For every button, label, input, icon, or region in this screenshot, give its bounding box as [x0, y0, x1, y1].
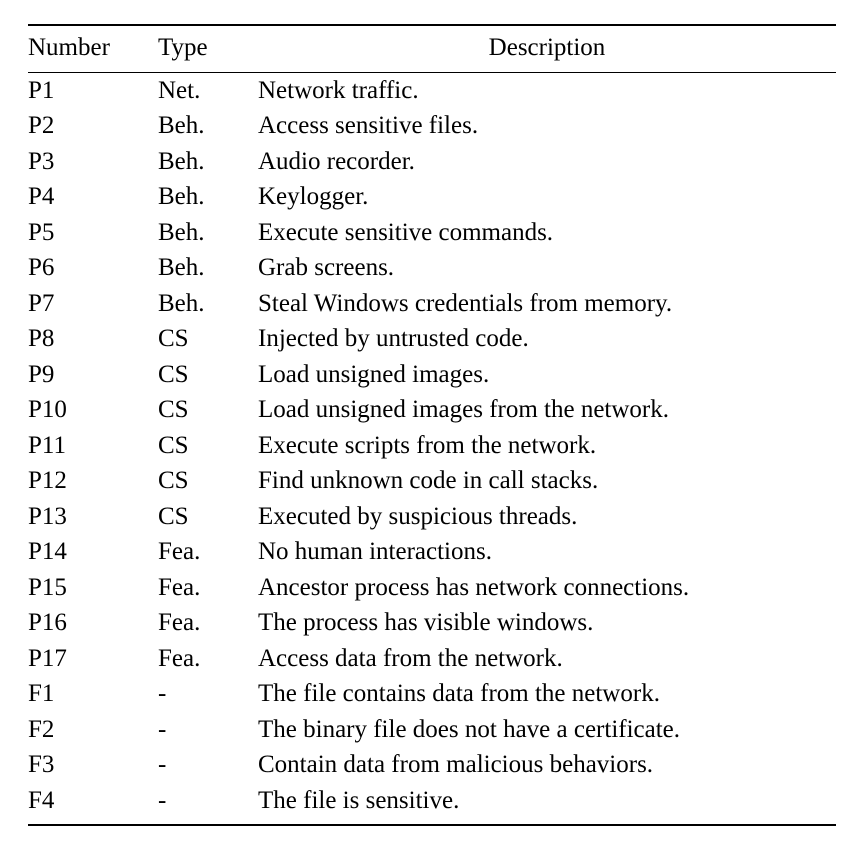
- table-row: F4-The file is sensitive.: [28, 783, 836, 826]
- cell-number: P5: [28, 215, 158, 251]
- cell-desc: Access data from the network.: [258, 641, 836, 677]
- table-row: P1Net.Network traffic.: [28, 72, 836, 108]
- cell-number: P13: [28, 499, 158, 535]
- cell-number: P6: [28, 250, 158, 286]
- col-header-number: Number: [28, 25, 158, 72]
- table-row: F1-The file contains data from the netwo…: [28, 676, 836, 712]
- cell-desc: Access sensitive files.: [258, 108, 836, 144]
- cell-number: P14: [28, 534, 158, 570]
- cell-desc: Load unsigned images.: [258, 357, 836, 393]
- cell-number: P7: [28, 286, 158, 322]
- table-row: P10CSLoad unsigned images from the netwo…: [28, 392, 836, 428]
- definitions-table: Number Type Description P1Net.Network tr…: [28, 24, 836, 826]
- cell-number: F3: [28, 747, 158, 783]
- cell-type: CS: [158, 357, 258, 393]
- cell-type: Beh.: [158, 179, 258, 215]
- table-row: P17Fea.Access data from the network.: [28, 641, 836, 677]
- cell-desc: Executed by suspicious threads.: [258, 499, 836, 535]
- table-row: P4Beh.Keylogger.: [28, 179, 836, 215]
- cell-number: P2: [28, 108, 158, 144]
- cell-desc: Contain data from malicious behaviors.: [258, 747, 836, 783]
- cell-number: F2: [28, 712, 158, 748]
- table-row: P11CSExecute scripts from the network.: [28, 428, 836, 464]
- table-row: P7Beh.Steal Windows credentials from mem…: [28, 286, 836, 322]
- table-row: P14Fea.No human interactions.: [28, 534, 836, 570]
- cell-number: P16: [28, 605, 158, 641]
- cell-type: CS: [158, 499, 258, 535]
- cell-desc: Keylogger.: [258, 179, 836, 215]
- cell-type: Beh.: [158, 286, 258, 322]
- cell-type: CS: [158, 392, 258, 428]
- cell-number: P8: [28, 321, 158, 357]
- cell-number: P4: [28, 179, 158, 215]
- col-header-description: Description: [258, 25, 836, 72]
- cell-type: Beh.: [158, 215, 258, 251]
- cell-type: Beh.: [158, 144, 258, 180]
- table-row: P16Fea.The process has visible windows.: [28, 605, 836, 641]
- cell-number: P12: [28, 463, 158, 499]
- cell-type: -: [158, 712, 258, 748]
- cell-desc: The file contains data from the network.: [258, 676, 836, 712]
- cell-number: P15: [28, 570, 158, 606]
- cell-number: F4: [28, 783, 158, 826]
- cell-desc: Injected by untrusted code.: [258, 321, 836, 357]
- cell-type: -: [158, 747, 258, 783]
- cell-type: CS: [158, 428, 258, 464]
- cell-type: Fea.: [158, 605, 258, 641]
- table-row: P6Beh.Grab screens.: [28, 250, 836, 286]
- cell-desc: Grab screens.: [258, 250, 836, 286]
- cell-desc: Find unknown code in call stacks.: [258, 463, 836, 499]
- table-row: F2-The binary file does not have a certi…: [28, 712, 836, 748]
- table-row: P2Beh.Access sensitive files.: [28, 108, 836, 144]
- table-body: P1Net.Network traffic. P2Beh.Access sens…: [28, 72, 836, 825]
- cell-type: -: [158, 783, 258, 826]
- table-header-row: Number Type Description: [28, 25, 836, 72]
- cell-desc: No human interactions.: [258, 534, 836, 570]
- cell-type: Net.: [158, 72, 258, 108]
- cell-number: P17: [28, 641, 158, 677]
- cell-type: CS: [158, 463, 258, 499]
- cell-number: P1: [28, 72, 158, 108]
- table-row: P12CSFind unknown code in call stacks.: [28, 463, 836, 499]
- cell-desc: Network traffic.: [258, 72, 836, 108]
- cell-desc: The binary file does not have a certific…: [258, 712, 836, 748]
- cell-desc: The process has visible windows.: [258, 605, 836, 641]
- cell-type: Fea.: [158, 641, 258, 677]
- cell-desc: Execute scripts from the network.: [258, 428, 836, 464]
- cell-desc: Steal Windows credentials from memory.: [258, 286, 836, 322]
- col-header-type: Type: [158, 25, 258, 72]
- cell-desc: The file is sensitive.: [258, 783, 836, 826]
- table-row: P8CSInjected by untrusted code.: [28, 321, 836, 357]
- cell-type: -: [158, 676, 258, 712]
- cell-type: Fea.: [158, 570, 258, 606]
- cell-number: P10: [28, 392, 158, 428]
- cell-number: P9: [28, 357, 158, 393]
- table-row: P5Beh.Execute sensitive commands.: [28, 215, 836, 251]
- cell-type: CS: [158, 321, 258, 357]
- table-row: P9CSLoad unsigned images.: [28, 357, 836, 393]
- cell-desc: Audio recorder.: [258, 144, 836, 180]
- table-row: F3-Contain data from malicious behaviors…: [28, 747, 836, 783]
- cell-number: F1: [28, 676, 158, 712]
- cell-desc: Execute sensitive commands.: [258, 215, 836, 251]
- table-row: P15Fea.Ancestor process has network conn…: [28, 570, 836, 606]
- cell-desc: Ancestor process has network connections…: [258, 570, 836, 606]
- cell-type: Beh.: [158, 250, 258, 286]
- cell-desc: Load unsigned images from the network.: [258, 392, 836, 428]
- cell-number: P3: [28, 144, 158, 180]
- table-row: P3Beh.Audio recorder.: [28, 144, 836, 180]
- cell-type: Fea.: [158, 534, 258, 570]
- cell-number: P11: [28, 428, 158, 464]
- cell-type: Beh.: [158, 108, 258, 144]
- table-row: P13CSExecuted by suspicious threads.: [28, 499, 836, 535]
